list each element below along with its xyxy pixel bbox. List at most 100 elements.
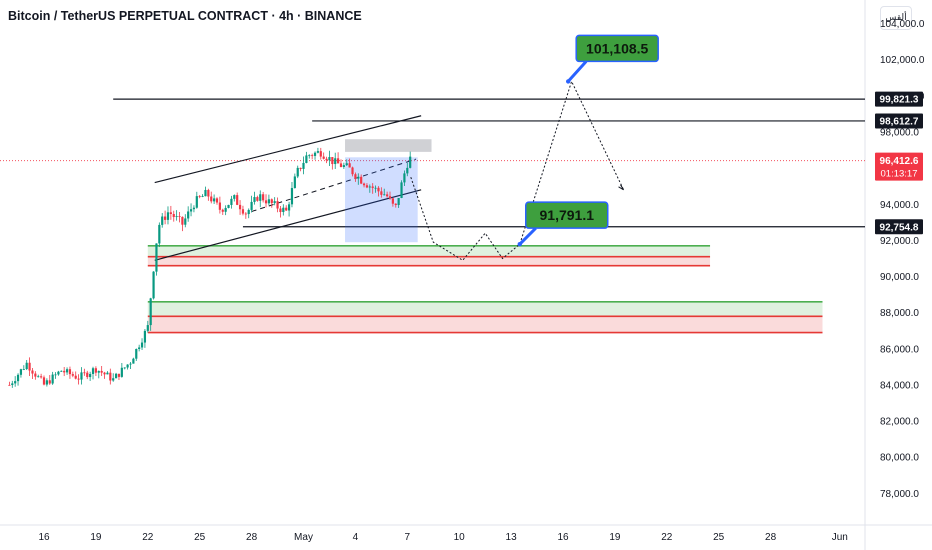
x-tick-label: 10 <box>454 532 466 543</box>
level-label-bg <box>875 113 923 129</box>
candle-body <box>264 200 268 204</box>
candle-body <box>184 218 187 225</box>
candle-body <box>313 152 317 156</box>
candle-body <box>65 369 69 373</box>
candle-body <box>368 186 371 188</box>
candle-body <box>348 163 351 168</box>
candle-body <box>11 383 14 386</box>
candle-body <box>74 375 77 379</box>
candle-body <box>302 162 305 169</box>
candle-body <box>100 370 103 373</box>
x-tick-label: 19 <box>609 532 621 543</box>
settings-button[interactable]: ألقس <box>880 6 912 30</box>
candle-body <box>244 213 247 215</box>
candle-body <box>140 342 144 348</box>
candle-body <box>273 201 276 204</box>
current-price-label: 96,412.6 <box>880 156 919 167</box>
candle-body <box>213 198 216 202</box>
y-tick-label: 92,000.0 <box>880 236 919 247</box>
forecast-arrowhead <box>618 184 624 191</box>
candle-body <box>282 207 285 213</box>
candle-body <box>319 151 322 157</box>
candle-body <box>117 373 121 377</box>
callout-anchor <box>517 241 522 247</box>
candle-body <box>360 176 363 184</box>
candle-body <box>25 362 28 370</box>
candle-body <box>403 173 406 183</box>
candle-body <box>94 368 97 373</box>
x-tick-label: 13 <box>506 532 518 543</box>
candle-body <box>345 163 348 166</box>
candle-body <box>247 209 250 215</box>
candle-body <box>123 367 126 369</box>
candle-body <box>383 194 386 196</box>
x-tick-label: 28 <box>246 532 258 543</box>
chart-title: Bitcoin / TetherUS PERPETUAL CONTRACT · … <box>8 9 362 23</box>
candle-body <box>42 377 46 385</box>
candle-body <box>293 176 296 189</box>
y-tick-label: 94,000.0 <box>880 200 919 211</box>
callout-pointer <box>567 60 588 83</box>
x-tick-label: 4 <box>353 532 359 543</box>
candle-body <box>135 348 138 359</box>
callouts: 101,108.5 91,791.1 <box>517 34 659 247</box>
y-tick-label: 86,000.0 <box>880 344 919 355</box>
candle-body <box>51 374 54 384</box>
candle-body <box>89 373 92 378</box>
candle-body <box>83 372 86 374</box>
candle-body <box>54 374 57 376</box>
candle-body <box>334 158 337 165</box>
candle-body <box>22 369 25 370</box>
candle-body <box>166 212 170 220</box>
candle-body <box>400 182 403 198</box>
callout-box <box>525 201 609 229</box>
candle-body <box>19 369 23 375</box>
callout-pointer <box>518 227 537 246</box>
candle-body <box>48 380 51 384</box>
x-tick-label: 16 <box>38 532 50 543</box>
x-tick-label: 19 <box>90 532 102 543</box>
candle-body <box>394 203 397 205</box>
candle-body <box>31 370 34 374</box>
candle-body <box>132 358 135 364</box>
y-tick-label: 104,000.0 <box>880 19 925 30</box>
candle-body <box>308 155 311 157</box>
zone-red-fill <box>147 316 823 333</box>
candle-body <box>114 373 118 379</box>
candle-body <box>195 196 198 208</box>
y-tick-label: 98,000.0 <box>880 128 919 139</box>
candle-body <box>221 209 224 212</box>
candle-body <box>354 174 357 179</box>
candle-body <box>253 197 256 202</box>
candle-body <box>224 207 227 212</box>
candle-body <box>161 216 164 225</box>
candle-body <box>169 212 172 214</box>
candle-body <box>357 176 360 179</box>
candle-body <box>146 325 149 331</box>
x-tick-label: May <box>294 532 313 543</box>
candle-body <box>230 198 233 205</box>
level-label-bg <box>875 219 923 235</box>
x-tick-label: 25 <box>713 532 725 543</box>
candle-body <box>109 372 112 381</box>
candle-body <box>391 198 394 204</box>
candle-body <box>129 363 132 365</box>
candle-body <box>37 376 40 378</box>
candle-body <box>386 194 389 197</box>
candle-body <box>262 194 265 201</box>
candle-body <box>276 201 279 209</box>
candle-body <box>227 204 230 208</box>
y-tick-label: 88,000.0 <box>880 308 919 319</box>
forecast-box-blue <box>345 157 418 243</box>
candle-body <box>204 189 207 197</box>
candle-body <box>342 165 345 167</box>
forecast-box-grey <box>345 139 432 152</box>
channel-mid <box>251 158 417 212</box>
candle-body <box>207 189 210 197</box>
candle-body <box>143 330 147 343</box>
candle-body <box>40 376 43 378</box>
candle-body <box>158 224 161 244</box>
candle-body <box>267 199 270 204</box>
